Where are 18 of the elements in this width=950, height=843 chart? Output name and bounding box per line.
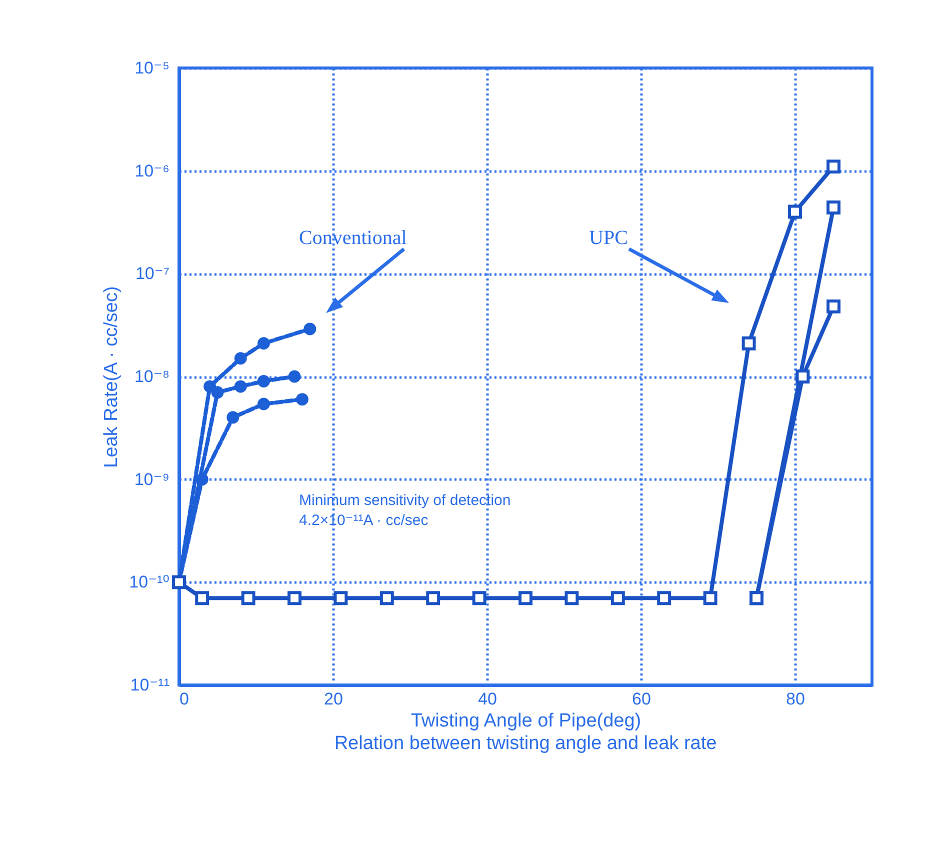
x-axis-title: Twisting Angle of Pipe(deg) <box>410 710 642 732</box>
annotation: Minimum sensitivity of detection 4.2×10⁻¹¹A · cc/sec <box>299 492 511 529</box>
y-tick-label: 10⁻⁷ <box>135 264 170 284</box>
x-tick-label: 20 <box>324 690 343 708</box>
x-tick-label: 40 <box>478 690 497 708</box>
y-tick-label: 10⁻⁵ <box>134 58 170 78</box>
x-tick-label: 80 <box>786 690 805 708</box>
y-tick-label: 10⁻⁹ <box>134 470 170 489</box>
y-tick-label: 10⁻⁶ <box>134 161 170 180</box>
x-tick-label: 0 <box>180 690 189 708</box>
y-tick-label: 10⁻⁸ <box>134 367 170 386</box>
y-tick-label: 10⁻¹¹ <box>130 676 170 694</box>
annotation: Conventional <box>299 227 408 249</box>
y-axis-title: Leak Rate(A · cc/sec) <box>101 286 122 468</box>
text: Relation between twisting angle and leak rate <box>334 733 717 754</box>
annotation: UPC <box>589 227 628 249</box>
x-tick-label: 60 <box>632 690 651 708</box>
y-tick-label: 10⁻¹⁰ <box>129 572 170 592</box>
